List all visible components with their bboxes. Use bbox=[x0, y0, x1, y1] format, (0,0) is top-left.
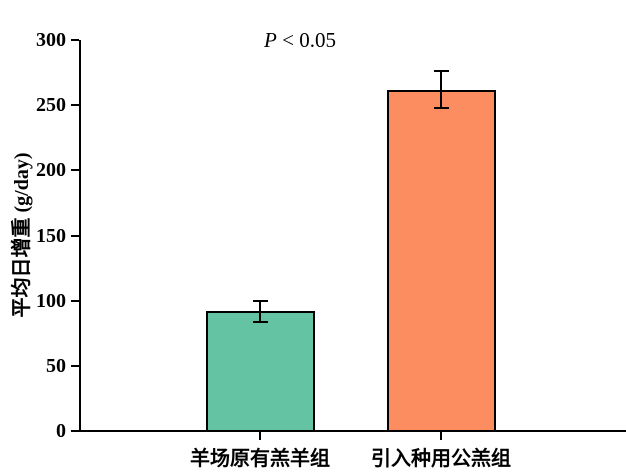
p-value-text: < 0.05 bbox=[276, 28, 336, 52]
y-tick-250 bbox=[71, 104, 79, 107]
x-axis-line bbox=[79, 430, 626, 432]
y-tick-300 bbox=[71, 39, 79, 41]
y-tick-label-300: 300 bbox=[36, 29, 66, 51]
x-tick-0 bbox=[259, 432, 261, 440]
y-tick-150 bbox=[71, 234, 79, 237]
y-tick-label-50: 50 bbox=[46, 354, 66, 377]
y-tick-label-0: 0 bbox=[56, 420, 66, 442]
y-tick-100 bbox=[71, 299, 79, 302]
y-axis-line bbox=[79, 40, 81, 432]
bar-farm-original-lamb-group bbox=[205, 311, 315, 432]
error-bar-line-0 bbox=[259, 300, 261, 322]
error-bar-bottom-cap-1 bbox=[433, 106, 449, 109]
p-value-annotation: P < 0.05 bbox=[264, 28, 336, 53]
y-tick-label-250: 250 bbox=[36, 94, 66, 117]
p-value-symbol: P bbox=[264, 28, 277, 52]
y-tick-label-100: 100 bbox=[36, 289, 66, 312]
y-tick-200 bbox=[71, 169, 79, 172]
x-tick-1 bbox=[440, 432, 442, 440]
y-tick-label-200: 200 bbox=[36, 159, 66, 182]
error-bar-bottom-cap-0 bbox=[252, 320, 268, 323]
y-tick-50 bbox=[71, 364, 79, 367]
error-bar-line-1 bbox=[440, 71, 442, 108]
x-category-label-farm-original-lamb-group: 羊场原有羔羊组 bbox=[190, 448, 330, 470]
y-tick-0 bbox=[71, 430, 79, 432]
x-category-label-introduced-breeding-ram-group: 引入种用公羔组 bbox=[371, 448, 511, 470]
error-bar-top-cap-0 bbox=[252, 299, 268, 302]
error-bar-top-cap-1 bbox=[433, 70, 449, 73]
bar-introduced-breeding-ram-group bbox=[386, 89, 496, 432]
y-tick-label-150: 150 bbox=[36, 224, 66, 247]
